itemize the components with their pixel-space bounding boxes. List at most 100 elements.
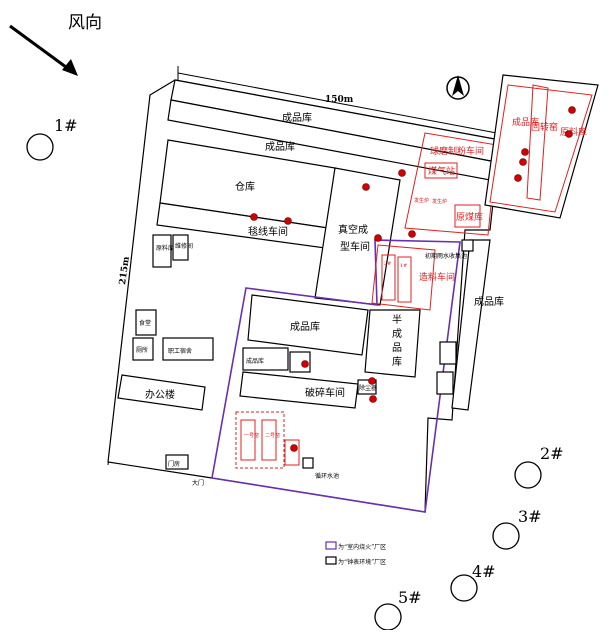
source-dot [398,169,406,177]
label-chuchen: 除尘器 [359,384,377,392]
wind-label: 风向 [68,13,102,33]
legend-swatch-black [325,556,337,565]
source-dot [250,213,258,221]
line-1 [397,256,412,303]
label-gas1: 发生炉 [414,197,429,204]
label-yuanliao-w: 原料库 [156,244,174,252]
monitor-circle-icon [450,574,478,602]
monitor-2-label: 2# [540,444,564,463]
building-ne-red [489,84,593,213]
monitor-circle-icon [492,522,520,550]
label-zhigong: 职工宿舍 [168,347,192,355]
building-zhenkong [314,167,401,306]
source-dot [362,183,370,191]
label-cpk-2: 成品库 [265,140,295,153]
label-l2: 2# [384,261,391,267]
label-zhenkong-2: 型车间 [340,240,370,253]
source-dot [290,444,298,452]
legend-swatch-purple [325,541,337,550]
label-cpk-small: 成品库 [246,357,264,365]
label-bangong: 办公楼 [145,388,175,401]
label-xunhuan: 循环水池 [315,472,339,480]
building-menfang [165,454,189,470]
monitor-circle-icon [374,603,402,631]
monitor-circle-icon [514,461,542,489]
building-banchengpin [364,309,421,378]
monitor-1: 1# [26,116,78,161]
kiln-2 [261,419,277,461]
legend-text-1: 为“室内烧火”厂区 [338,543,386,551]
building-cpk-mid [247,294,369,356]
emission-sources [250,106,576,452]
building-chuli-box [461,239,474,252]
label-cpk-mid: 成品库 [290,320,320,333]
label-bcp-3: 品 [392,342,402,354]
source-dot [565,130,573,138]
kiln-1 [240,419,256,461]
label-cangku: 仓库 [235,180,255,193]
monitor-4: 4# [450,562,496,602]
label-bcp-2: 成 [392,328,402,340]
legend-text-2: 为“钟表环境”厂区 [338,558,386,566]
building-xunhuan-box [302,457,314,469]
source-dot [521,148,529,156]
source-dot [368,377,376,385]
building-ranmei [454,204,481,228]
label-l1: 1# [400,263,407,269]
source-dot [374,234,382,242]
label-cpk-e: 成品库 [474,295,504,308]
source-dot [408,230,416,238]
monitor-1-label: 1# [54,116,78,135]
building-e-small-1 [439,341,457,365]
building-weixiu [172,234,189,261]
building-kilns [235,411,285,469]
label-huizhuan: 回转窑 [531,121,558,133]
monitor-circle-icon [26,133,54,161]
north-arrow-icon [446,75,470,100]
building-yuanliao-w [152,234,172,268]
building-zhigong [162,337,214,361]
label-ranmei: 原煤库 [456,211,483,223]
monitor-3: 3# [492,507,542,550]
wind-indicator: 风向 [9,13,102,76]
zone-indoor [211,239,461,513]
label-cpk-ne: 成品库 [512,116,539,128]
label-menfang: 门房 [168,460,180,468]
source-dot [568,106,576,114]
building-gas-small [284,439,300,466]
label-yuanliao-ne: 原料库 [560,126,587,138]
label-shitang: 食堂 [139,319,151,327]
label-cpk-top: 成品库 [282,111,312,124]
monitor-5-label: 5# [398,588,422,607]
source-dot [301,360,309,368]
monitor-5: 5# [374,588,422,631]
label-gas2: 发生炉 [432,198,447,205]
building-shitang [135,309,157,336]
label-bcp-1: 半 [392,313,402,326]
building-zaogong [371,244,436,311]
label-chuli: 初期雨水收集池 [425,252,467,260]
monitor-2: 2# [514,444,564,489]
monitor-4-label: 4# [472,562,496,581]
label-posui: 破碎车间 [305,386,345,399]
wind-arrow-icon [9,24,71,72]
building-cpk-e [451,239,491,411]
building-cesuo [132,337,154,361]
building-qiumo [404,132,498,236]
source-dot [514,174,522,182]
building-posui [239,371,359,409]
label-cesuo: 厕所 [136,346,148,354]
source-dot [369,395,377,403]
label-zaogong: 造料车间 [419,271,455,283]
building-e-small-2 [436,371,454,395]
label-zhenkong-1: 真空成 [338,223,368,236]
wind-arrowhead-icon [62,59,78,76]
source-dot [519,158,527,166]
label-yihao: 一号窑 [244,432,259,439]
label-damen: 大门 [192,479,204,487]
source-dot [284,217,292,225]
label-tanxian: 毯线车间 [248,225,288,238]
building-bangong [117,374,206,411]
